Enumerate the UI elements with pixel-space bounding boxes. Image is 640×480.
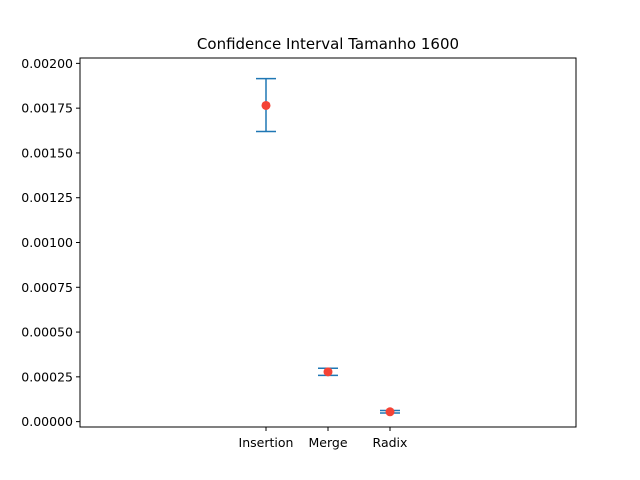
x-tick-label: Merge [308,435,347,450]
mean-point [385,407,395,417]
x-tick-label: Radix [373,435,408,450]
y-tick-label: 0.00050 [21,325,73,340]
x-tick-label: Insertion [239,435,294,450]
y-tick-label: 0.00175 [21,101,73,116]
error-bar-insertion [256,77,276,133]
error-bar-merge [318,367,338,377]
error-bar-radix [380,407,400,417]
y-tick-label: 0.00000 [21,414,73,429]
y-tick-label: 0.00100 [21,235,73,250]
y-tick-label: 0.00075 [21,280,73,295]
mean-point [261,100,271,110]
y-tick-label: 0.00150 [21,145,73,160]
y-tick-label: 0.00025 [21,369,73,384]
x-axis: Insertion Merge Radix [239,427,408,450]
y-axis: 0.00000 0.00025 0.00050 0.00075 0.00100 0.001… [21,56,80,429]
chart-title: Confidence Interval Tamanho 1600 [197,35,459,53]
error-bars [256,77,400,417]
y-tick-label: 0.00200 [21,56,73,71]
y-tick-label: 0.00125 [21,190,73,205]
mean-point [323,367,333,377]
